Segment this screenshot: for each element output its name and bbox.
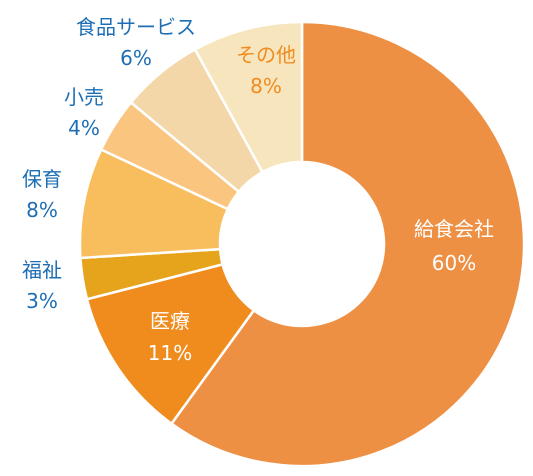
slice-name: 保育 [22, 167, 62, 191]
slice-percent: 6% [120, 46, 152, 70]
slice-label-3: 福祉 3% [22, 258, 62, 313]
donut-hole [220, 162, 384, 326]
slice-percent: 60% [432, 251, 476, 275]
slice-label-4: 保育 8% [22, 167, 62, 222]
slice-name: その他 [236, 43, 296, 67]
slice-label-2: 医療 11% [148, 309, 192, 365]
slice-label-5: 小売 4% [64, 85, 104, 140]
slice-percent: 4% [68, 116, 100, 140]
slice-percent: 11% [148, 341, 192, 365]
slice-name: 福祉 [22, 258, 62, 282]
slice-label-6: 食品サービス 6% [76, 15, 196, 70]
slice-name: 医療 [150, 309, 190, 333]
slice-label-7: その他 8% [236, 43, 296, 98]
slice-percent: 3% [26, 289, 58, 313]
slice-percent: 8% [26, 198, 58, 222]
slice-name: 小売 [64, 85, 104, 109]
slice-label-1: 給食会社 60% [414, 217, 494, 275]
slice-percent: 8% [250, 74, 282, 98]
slice-name: 給食会社 [414, 217, 494, 241]
slice-name: 食品サービス [76, 15, 196, 39]
